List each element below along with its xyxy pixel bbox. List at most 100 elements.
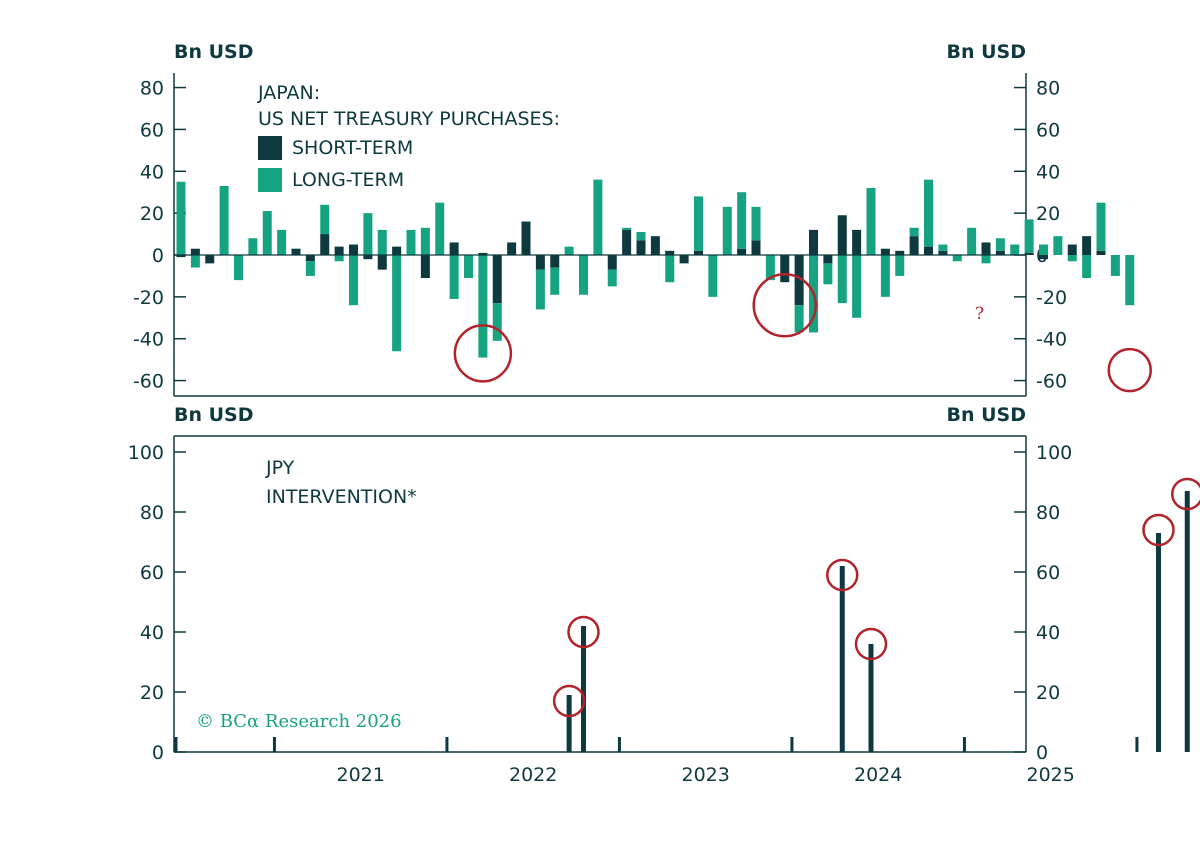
- highlight-circle: [1107, 347, 1152, 393]
- short-term-bar: [535, 255, 545, 270]
- long-term-bar: [722, 206, 732, 255]
- long-term-bar: [176, 181, 186, 255]
- bottom-ytick-label-left: 20: [140, 682, 164, 704]
- short-term-bar: [665, 250, 675, 255]
- short-term-bar: [420, 255, 430, 279]
- long-term-bar: [1053, 236, 1063, 255]
- top-ytick-label-left: 80: [140, 78, 164, 100]
- long-term-bar: [1096, 202, 1106, 251]
- short-term-bar: [852, 229, 862, 255]
- long-term-bar: [665, 255, 675, 283]
- long-term-bar: [593, 179, 603, 255]
- short-term-bar: [924, 246, 933, 255]
- long-term-bar: [377, 229, 387, 255]
- short-term-bar: [837, 215, 847, 255]
- short-term-bar: [291, 248, 301, 255]
- long-term-bar: [1024, 219, 1034, 253]
- long-term-bar: [866, 188, 876, 255]
- top-ytick-label-left: 20: [140, 203, 164, 225]
- long-term-bar: [636, 231, 646, 241]
- short-term-bar: [995, 250, 1005, 255]
- long-term-bar: [406, 229, 416, 255]
- short-term-bar: [550, 255, 560, 268]
- long-term-bar: [837, 255, 847, 304]
- long-term-bar: [694, 196, 703, 251]
- long-term-bar: [924, 179, 933, 247]
- long-term-bar: [1125, 255, 1135, 306]
- long-term-bar: [938, 244, 948, 251]
- short-term-bar: [1082, 236, 1092, 255]
- short-term-bar: [895, 250, 905, 255]
- long-term-bar: [751, 206, 761, 241]
- short-term-bar: [607, 255, 617, 270]
- bottom-ytick-label-left: 100: [128, 442, 164, 464]
- long-term-bar: [305, 261, 315, 276]
- long-term-bar: [579, 255, 588, 295]
- x-axis-year-label: 2021: [337, 764, 385, 786]
- top-ytick-label-left: -60: [133, 371, 164, 393]
- bottom-title-line1: JPY: [265, 457, 295, 479]
- long-term-bar: [952, 255, 962, 262]
- long-term-bar: [909, 227, 919, 237]
- legend-label-short: SHORT-TERM: [292, 137, 413, 159]
- top-unit-right: Bn USD: [946, 41, 1026, 63]
- short-term-bar: [377, 255, 387, 270]
- top-ytick-label-right: 40: [1036, 161, 1060, 183]
- short-term-bar: [622, 229, 632, 255]
- bottom-ytick-label-left: 80: [140, 502, 164, 524]
- long-term-bar: [262, 211, 272, 255]
- short-term-bar: [737, 248, 747, 255]
- long-term-bar: [219, 185, 229, 255]
- short-term-bar: [650, 236, 660, 255]
- short-term-bar: [981, 242, 991, 255]
- bottom-ytick-label-left: 0: [152, 742, 164, 764]
- long-term-bar: [535, 269, 545, 310]
- highlight-circle: [567, 615, 600, 649]
- top-ytick-label-right: 20: [1036, 203, 1060, 225]
- bottom-title-line2: INTERVENTION*: [266, 486, 417, 508]
- long-term-bar: [607, 269, 617, 287]
- long-term-bar: [1010, 244, 1020, 255]
- x-axis-year-label: 2023: [682, 764, 730, 786]
- short-term-bar: [1039, 255, 1048, 260]
- short-term-bar: [751, 240, 761, 255]
- highlight-circle: [453, 324, 513, 383]
- short-term-bar: [521, 221, 531, 255]
- short-term-bar: [1024, 252, 1034, 255]
- top-title-line1: JAPAN:: [257, 82, 320, 104]
- long-term-bar: [363, 213, 373, 255]
- top-ytick-label-right: -20: [1036, 287, 1067, 309]
- short-term-bar: [938, 250, 948, 255]
- short-term-bar: [492, 255, 502, 304]
- x-axis-year-label: 2025: [1027, 764, 1075, 786]
- long-term-bar: [823, 263, 833, 285]
- highlight-circle: [552, 684, 586, 718]
- short-term-bar: [880, 248, 890, 255]
- top-ytick-label-left: 60: [140, 119, 164, 141]
- long-term-bar: [320, 204, 330, 235]
- top-unit-left: Bn USD: [174, 41, 254, 63]
- long-term-bar: [622, 227, 632, 230]
- legend-swatch-long: [258, 168, 282, 192]
- long-term-bar: [449, 255, 459, 299]
- short-term-bar: [392, 246, 402, 255]
- long-term-bar: [248, 238, 258, 255]
- long-term-bar: [420, 227, 430, 255]
- long-term-bar: [392, 255, 402, 352]
- legend-swatch-short: [258, 136, 282, 160]
- highlight-circle: [1171, 477, 1200, 511]
- short-term-bar: [780, 255, 790, 283]
- bottom-ytick-label-right: 20: [1036, 682, 1060, 704]
- long-term-bar: [334, 255, 344, 262]
- long-term-bar: [852, 255, 862, 318]
- short-term-bar: [334, 246, 344, 255]
- bottom-unit-right: Bn USD: [946, 404, 1026, 426]
- top-ytick-label-right: -40: [1036, 329, 1067, 351]
- long-term-bar: [895, 255, 905, 276]
- top-ytick-label-right: 80: [1036, 78, 1060, 100]
- long-term-bar: [435, 202, 445, 255]
- long-term-bar: [564, 246, 574, 255]
- long-term-bar: [981, 255, 991, 264]
- short-term-bar: [823, 255, 833, 264]
